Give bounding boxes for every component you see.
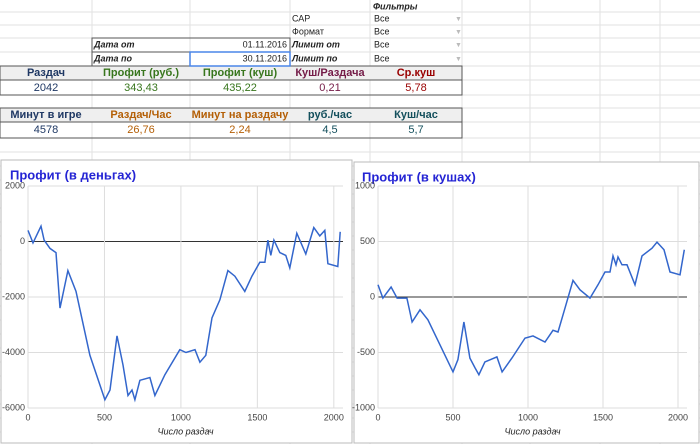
y-tick-label: -500	[357, 347, 375, 357]
x-tick-label: 1000	[518, 412, 538, 422]
header-row	[0, 66, 462, 80]
x-tick-label: 1000	[171, 412, 191, 422]
date-label: Дата по	[93, 53, 133, 63]
filter-label: Лимит по	[291, 53, 338, 63]
stat-value: 5,7	[408, 124, 423, 136]
filter-label: САР	[292, 13, 310, 23]
stat-header: Профит (куш)	[203, 67, 278, 79]
y-tick-label: -2000	[2, 291, 25, 301]
stat-header: Куш/час	[394, 109, 438, 121]
header-row	[0, 108, 462, 122]
filter-label: Лимит от	[291, 39, 340, 49]
y-tick-label: 1000	[355, 180, 375, 190]
filter-value[interactable]: Все	[374, 26, 390, 36]
stat-header: Профит (руб.)	[103, 67, 179, 79]
filters-title: Фильтры	[373, 1, 418, 11]
dropdown-arrow[interactable]: ▼	[455, 29, 462, 36]
filter-value[interactable]: Все	[374, 53, 390, 63]
x-tick-label: 500	[445, 412, 460, 422]
stat-value: 343,43	[124, 82, 158, 94]
profit-line	[27, 223, 341, 403]
chart-frame	[0, 159, 353, 444]
dropdown-arrow[interactable]: ▼	[455, 56, 462, 63]
x-tick-label: 2000	[324, 412, 344, 422]
stat-value: 4,5	[322, 124, 337, 136]
stat-header: Раздач	[27, 67, 65, 79]
filter-value[interactable]: Все	[374, 39, 390, 49]
y-tick-label: 2000	[5, 180, 25, 190]
selected-cell[interactable]	[189, 51, 291, 67]
dropdown-arrow[interactable]: ▼	[455, 42, 462, 49]
x-tick-label: 1500	[247, 412, 267, 422]
stat-value: 5,78	[405, 82, 426, 94]
dropdown-arrow[interactable]: ▼	[455, 16, 462, 23]
y-tick-label: -4000	[2, 347, 25, 357]
x-axis-label: Число раздач	[504, 426, 560, 436]
x-tick-label: 2000	[668, 412, 688, 422]
stat-header: Куш/Раздача	[295, 67, 365, 79]
chart-title: Профит (в деньгах)	[10, 167, 136, 182]
y-tick-label: 0	[20, 236, 25, 246]
stat-value: 0,21	[319, 82, 340, 94]
stat-header: Минут на раздачу	[192, 109, 290, 121]
stat-header: Ср.куш	[397, 67, 436, 79]
chart: Профит (в деньгах) -6000 -4000 -2000 0 2000 0 5…	[0, 159, 353, 444]
stat-header: Минут в игре	[10, 109, 81, 121]
date-value[interactable]: 01.11.2016	[243, 39, 287, 49]
stat-header: Раздач/Час	[110, 109, 171, 121]
chart: Профит (в кушах) -1000 -500 0 500 1000 0 500 100…	[352, 161, 700, 444]
stat-value: 4578	[34, 124, 58, 136]
x-tick-label: 0	[375, 412, 380, 422]
x-tick-label: 0	[25, 412, 30, 422]
y-tick-label: 500	[360, 236, 375, 246]
filter-label: Формат	[292, 26, 324, 36]
y-tick-label: -1000	[352, 402, 375, 412]
stat-value: 26,76	[127, 124, 155, 136]
chart-frame	[353, 161, 700, 444]
date-label: Дата от	[93, 39, 135, 49]
y-tick-label: 0	[370, 291, 375, 301]
stat-value: 2042	[34, 82, 58, 94]
date-value[interactable]: 30.11.2016	[243, 53, 287, 63]
chart-title: Профит (в кушах)	[362, 169, 476, 184]
profit-line	[377, 240, 686, 377]
x-tick-label: 500	[97, 412, 112, 422]
x-axis-label: Число раздач	[157, 426, 213, 436]
x-tick-label: 1500	[593, 412, 613, 422]
stat-header: руб./час	[308, 109, 352, 121]
sheet-content: Фильтры САР Все ▼ Формат Все ▼ Лимит от Все ▼ Лим…	[10, 1, 462, 136]
stat-value: 435,22	[223, 82, 257, 94]
stat-value: 2,24	[229, 124, 250, 136]
y-tick-label: -6000	[2, 402, 25, 412]
filter-value[interactable]: Все	[374, 13, 390, 23]
